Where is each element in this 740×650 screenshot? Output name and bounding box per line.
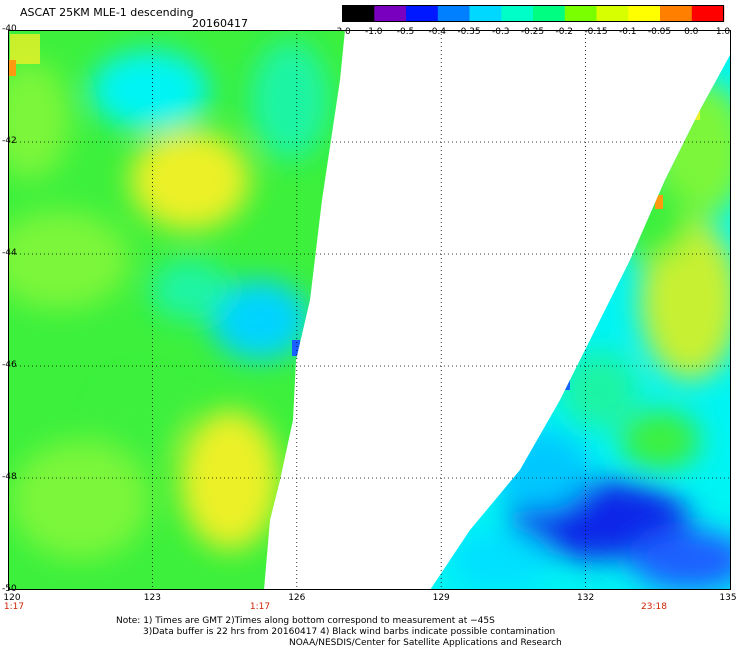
colorbar-segment xyxy=(342,5,375,22)
colorbar-tick-label: -0.1 xyxy=(618,27,637,37)
lat-lon-grid xyxy=(8,30,730,590)
colorbar-tick-label: -0.25 xyxy=(520,27,545,37)
latitude-label: -44 xyxy=(2,248,17,258)
colorbar-segment xyxy=(596,5,629,22)
latitude-label: -48 xyxy=(2,472,17,482)
longitude-label: 135 xyxy=(719,593,737,603)
colorbar-segment xyxy=(406,5,439,22)
pass-time-label: 1:17 xyxy=(249,602,271,612)
colorbar-segment xyxy=(564,5,598,22)
longitude-label: 126 xyxy=(288,593,306,603)
colorbar-segment xyxy=(691,5,725,22)
colorbar-tick-label: -0.35 xyxy=(457,27,481,37)
colorbar-tick-label: 1.0 xyxy=(715,27,731,37)
colorbar-segment xyxy=(533,5,566,22)
pass-time-label: 1:17 xyxy=(3,602,25,612)
colorbar-tick-label: 0.0 xyxy=(684,27,699,37)
note-line-1: Note: 1) Times are GMT 2)Times along bot… xyxy=(116,616,495,626)
pass-time-label: 23:18 xyxy=(641,602,667,612)
colorbar-segment xyxy=(469,5,502,22)
product-title: ASCAT 25KM MLE-1 descending xyxy=(20,6,194,19)
colorbar-tick-label: -1.0 xyxy=(364,27,383,37)
latitude-label: -46 xyxy=(2,360,17,370)
longitude-label: 120 xyxy=(3,593,21,603)
swath-map xyxy=(8,30,731,590)
note-line-3: NOAA/NESDIS/Center for Satellite Applica… xyxy=(289,638,562,648)
colorbar-frame xyxy=(342,5,724,22)
colorbar xyxy=(342,5,725,22)
colorbar-tick-label: -0.3 xyxy=(491,27,510,37)
colorbar-tick-label: -0.5 xyxy=(396,27,415,37)
colorbar-segment xyxy=(501,5,534,22)
colorbar-segment xyxy=(628,5,661,22)
colorbar-tick-label: -0.05 xyxy=(647,27,672,37)
colorbar-segment xyxy=(374,5,407,22)
right-swath xyxy=(430,55,730,590)
latitude-label: -50 xyxy=(2,584,17,594)
colorbar-tick-label: -0.4 xyxy=(428,27,447,37)
colorbar-tick-label: -0.2 xyxy=(555,27,574,37)
latitude-label: -42 xyxy=(2,136,17,146)
colorbar-tick-label: -0.15 xyxy=(584,27,608,37)
longitude-label: 123 xyxy=(143,593,161,603)
colorbar-segment xyxy=(660,5,693,22)
note-line-2: 3)Data buffer is 22 hrs from 20160417 4)… xyxy=(143,627,556,637)
longitude-label: 132 xyxy=(577,593,595,603)
colorbar-segment xyxy=(437,5,471,22)
longitude-label: 129 xyxy=(432,593,450,603)
left-swath xyxy=(8,30,345,590)
map-frame xyxy=(8,30,731,590)
product-date: 20160417 xyxy=(192,17,248,30)
latitude-label: -40 xyxy=(2,24,17,34)
